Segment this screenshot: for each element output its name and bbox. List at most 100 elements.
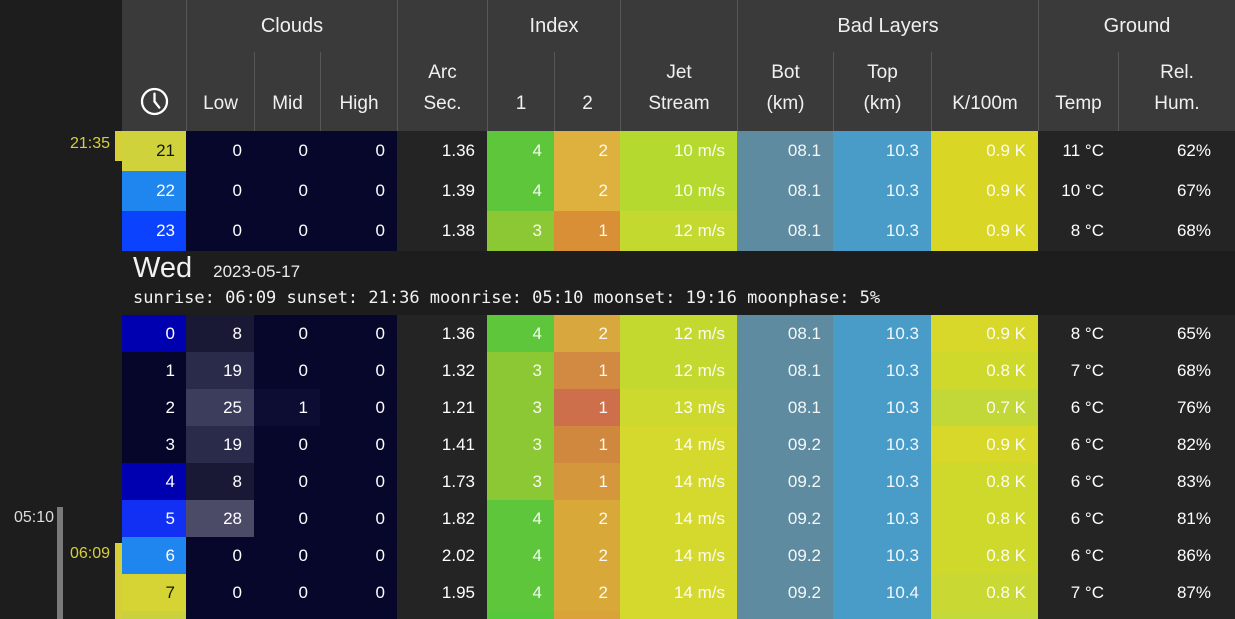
cell-temp: 8 °C	[1038, 211, 1118, 251]
cell-temp: 6 °C	[1038, 537, 1118, 574]
cell-hum: 65%	[1118, 315, 1235, 352]
cell-mid: 0	[254, 574, 320, 611]
cell-hour: 1	[122, 352, 186, 389]
cell-high: 0	[320, 389, 397, 426]
cell-arc: 1.73	[397, 463, 487, 500]
column-group-bad-layers: Bad Layers	[737, 0, 1038, 52]
cell-top: 10.3	[833, 537, 931, 574]
cell-i1: 3	[487, 426, 554, 463]
column-group-row: Clouds Index Bad Layers Ground	[122, 0, 1235, 52]
cell-high: 0	[320, 211, 397, 251]
cell-k: 0.8 K	[931, 352, 1038, 389]
cell-mid: 0	[254, 315, 320, 352]
cell-jet: 14 m/s	[620, 500, 737, 537]
cell-arc: 1.82	[397, 500, 487, 537]
cell-i2: 2	[554, 500, 620, 537]
evening-row-hour-22: 22 0 0 0 1.39 4 2 10 m/s 08.1 10.3 0.9 K 10 °C 67%	[122, 171, 1235, 211]
cell-bot	[737, 611, 833, 619]
cell-jet: 14 m/s	[620, 426, 737, 463]
cell-mid: 0	[254, 171, 320, 211]
cell-jet: 14 m/s	[620, 537, 737, 574]
cell-arc: 2.02	[397, 537, 487, 574]
cell-k: 0.8 K	[931, 500, 1038, 537]
sunrise-marker-label: 06:09	[69, 545, 110, 562]
column-header-i2: 2	[554, 52, 620, 131]
cell-jet: 12 m/s	[620, 211, 737, 251]
cell-top: 10.3	[833, 211, 931, 251]
column-header-top: Top (km)	[833, 52, 931, 131]
cell-i2	[554, 611, 620, 619]
cell-low: 0	[186, 171, 254, 211]
cell-top: 10.3	[833, 171, 931, 211]
cell-k: 0.9 K	[931, 426, 1038, 463]
cell-jet: 10 m/s	[620, 171, 737, 211]
cell-mid: 0	[254, 463, 320, 500]
cell-hum: 83%	[1118, 463, 1235, 500]
cell-bot: 09.2	[737, 500, 833, 537]
clock-icon	[139, 86, 170, 119]
cell-hum	[1118, 611, 1235, 619]
cell-k: 0.9 K	[931, 315, 1038, 352]
cell-i1: 3	[487, 211, 554, 251]
cell-hum: 81%	[1118, 500, 1235, 537]
cell-i2: 2	[554, 574, 620, 611]
cell-hour: 3	[122, 426, 186, 463]
cell-top: 10.3	[833, 315, 931, 352]
cell-k: 0.8 K	[931, 537, 1038, 574]
cell-mid: 0	[254, 352, 320, 389]
cell-hum: 68%	[1118, 352, 1235, 389]
cell-low: 28	[186, 500, 254, 537]
cell-i2: 1	[554, 211, 620, 251]
cell-hum: 62%	[1118, 131, 1235, 171]
cell-hour: 2	[122, 389, 186, 426]
day-divider-title: Wed 2023-05-17	[133, 252, 300, 285]
cell-arc: 1.39	[397, 171, 487, 211]
cell-i1: 3	[487, 352, 554, 389]
cell-bot: 08.1	[737, 389, 833, 426]
column-header-arc: Arc Sec.	[397, 52, 487, 131]
cell-low: 19	[186, 426, 254, 463]
cell-low: 0	[186, 537, 254, 574]
column-group-spacer	[397, 0, 487, 52]
cell-temp: 6 °C	[1038, 463, 1118, 500]
column-header-k: K/100m	[931, 52, 1038, 131]
cell-mid	[254, 611, 320, 619]
cell-high: 0	[320, 426, 397, 463]
cell-temp: 6 °C	[1038, 426, 1118, 463]
cell-hour: 21	[122, 131, 186, 171]
cell-mid: 0	[254, 211, 320, 251]
cell-bot: 08.1	[737, 352, 833, 389]
cell-top: 10.3	[833, 500, 931, 537]
cell-bot: 08.1	[737, 315, 833, 352]
cell-arc: 1.95	[397, 574, 487, 611]
cell-temp: 11 °C	[1038, 131, 1118, 171]
cell-k: 0.8 K	[931, 463, 1038, 500]
cell-arc: 1.32	[397, 352, 487, 389]
cell-hum: 68%	[1118, 211, 1235, 251]
cell-top: 10.3	[833, 426, 931, 463]
cell-i2: 2	[554, 315, 620, 352]
column-header-mid: Mid	[254, 52, 320, 131]
sunrise-marker-bar	[115, 543, 122, 619]
column-header-i1: 1	[487, 52, 554, 131]
cell-high	[320, 611, 397, 619]
cell-top: 10.3	[833, 463, 931, 500]
cell-jet: 13 m/s	[620, 389, 737, 426]
cell-hour: 0	[122, 315, 186, 352]
cell-k: 0.7 K	[931, 389, 1038, 426]
day-name: Wed	[133, 252, 193, 284]
cell-arc: 1.21	[397, 389, 487, 426]
cell-temp: 7 °C	[1038, 352, 1118, 389]
cell-high: 0	[320, 131, 397, 171]
cell-i2: 2	[554, 131, 620, 171]
cell-i2: 1	[554, 389, 620, 426]
column-group-clouds: Clouds	[186, 0, 397, 52]
cell-mid: 0	[254, 131, 320, 171]
cell-top: 10.3	[833, 352, 931, 389]
forecast-header: Clouds Index Bad Layers Ground Low Mid High Ar…	[122, 0, 1235, 131]
cell-jet: 10 m/s	[620, 131, 737, 171]
cell-jet: 14 m/s	[620, 574, 737, 611]
